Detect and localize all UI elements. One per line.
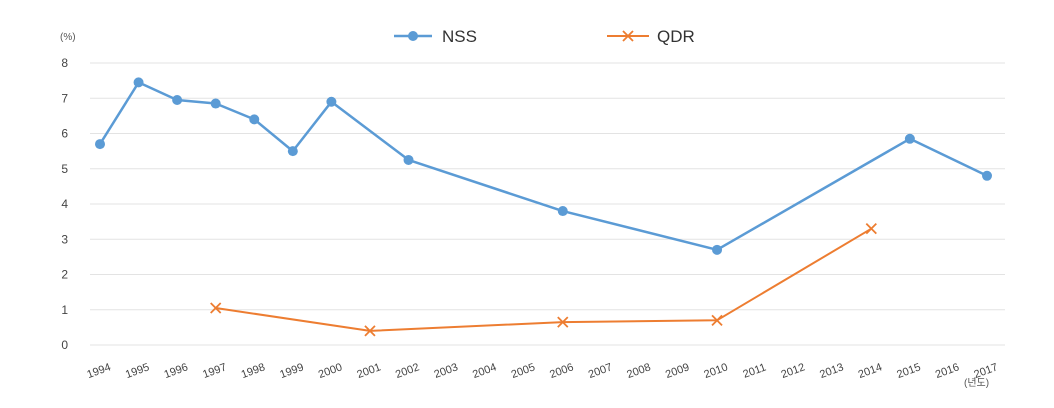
data-point-nss-1997 xyxy=(210,98,221,109)
data-point-nss-2010 xyxy=(712,244,723,255)
y-tick-label-3: 3 xyxy=(61,232,68,246)
x-tick-label-1997: 1997 xyxy=(201,361,228,381)
data-point-qdr-1997 xyxy=(210,302,222,314)
x-tick-label-2006: 2006 xyxy=(548,361,575,381)
x-tick-label-2004: 2004 xyxy=(471,361,498,381)
x-tick-label-2014: 2014 xyxy=(857,361,884,381)
data-point-nss-2015 xyxy=(904,133,915,144)
x-tick-label-2000: 2000 xyxy=(317,361,344,381)
x-tick-label-2003: 2003 xyxy=(433,361,460,381)
y-axis-unit: (%) xyxy=(60,32,76,43)
series-nss xyxy=(95,77,992,255)
data-point-nss-2002 xyxy=(403,154,414,165)
legend-label-nss: NSS xyxy=(442,27,477,46)
series-qdr xyxy=(210,223,877,337)
x-tick-label-2010: 2010 xyxy=(702,361,729,381)
legend: NSS QDR xyxy=(394,27,695,46)
x-axis-ticks: 1994 1995 1996 1997 1998 1999 2000 2001 2002 2003… xyxy=(85,361,999,381)
x-tick-label-2009: 2009 xyxy=(664,361,691,381)
x-tick-label-1996: 1996 xyxy=(163,361,190,381)
legend-marker-nss xyxy=(408,31,418,41)
data-point-nss-2006 xyxy=(557,206,568,217)
y-axis-ticks: 0 1 2 3 4 5 6 7 8 xyxy=(61,56,68,352)
x-tick-label-2011: 2011 xyxy=(741,361,767,380)
data-point-nss-2017 xyxy=(982,170,992,181)
legend-label-qdr: QDR xyxy=(657,27,695,46)
data-point-nss-1995 xyxy=(133,77,144,88)
x-tick-label-2001: 2001 xyxy=(355,361,382,381)
x-tick-label-2005: 2005 xyxy=(510,361,537,381)
x-tick-label-2007: 2007 xyxy=(587,361,614,381)
y-tick-label-5: 5 xyxy=(61,162,68,176)
series-line-qdr xyxy=(215,227,872,332)
gridlines xyxy=(90,62,1005,346)
y-tick-label-2: 2 xyxy=(61,268,68,282)
x-tick-label-2002: 2002 xyxy=(394,361,421,381)
series-line-nss xyxy=(98,81,988,252)
x-tick-label-2016: 2016 xyxy=(934,361,961,381)
y-tick-label-0: 0 xyxy=(61,338,68,352)
series-layer xyxy=(95,77,992,337)
y-tick-label-8: 8 xyxy=(61,56,68,70)
data-point-qdr-2010 xyxy=(711,314,723,326)
data-point-qdr-2014 xyxy=(865,223,877,235)
data-point-qdr-2001 xyxy=(364,325,376,337)
x-tick-label-2008: 2008 xyxy=(625,361,652,381)
legend-item-qdr: QDR xyxy=(607,27,695,46)
legend-item-nss: NSS xyxy=(394,27,477,46)
x-tick-label-1999: 1999 xyxy=(278,361,305,381)
x-tick-label-1995: 1995 xyxy=(124,361,151,381)
data-point-nss-1994 xyxy=(95,139,105,150)
legend-marker-qdr xyxy=(622,30,634,42)
x-tick-label-2015: 2015 xyxy=(895,361,922,381)
data-point-nss-2000 xyxy=(326,96,337,107)
y-tick-label-6: 6 xyxy=(61,127,68,141)
x-tick-label-1994: 1994 xyxy=(85,361,112,381)
x-tick-label-2012: 2012 xyxy=(780,361,807,381)
data-point-qdr-2006 xyxy=(557,316,569,328)
data-point-nss-1998 xyxy=(249,114,260,125)
y-tick-label-7: 7 xyxy=(61,91,68,105)
x-tick-label-1998: 1998 xyxy=(240,361,267,381)
x-tick-label-2013: 2013 xyxy=(818,361,845,381)
data-point-nss-1999 xyxy=(287,146,298,157)
x-axis-unit: (년도) xyxy=(964,377,989,389)
y-tick-label-1: 1 xyxy=(61,303,68,317)
y-tick-label-4: 4 xyxy=(61,197,68,211)
data-point-nss-1996 xyxy=(172,95,183,106)
